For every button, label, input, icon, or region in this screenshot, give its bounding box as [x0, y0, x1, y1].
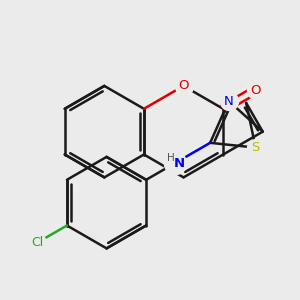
Text: H: H — [167, 153, 175, 163]
Text: S: S — [251, 141, 260, 154]
Text: O: O — [178, 80, 189, 92]
Text: N: N — [173, 157, 185, 170]
Text: N: N — [224, 94, 234, 108]
Text: Cl: Cl — [31, 236, 44, 249]
Text: O: O — [250, 83, 261, 97]
